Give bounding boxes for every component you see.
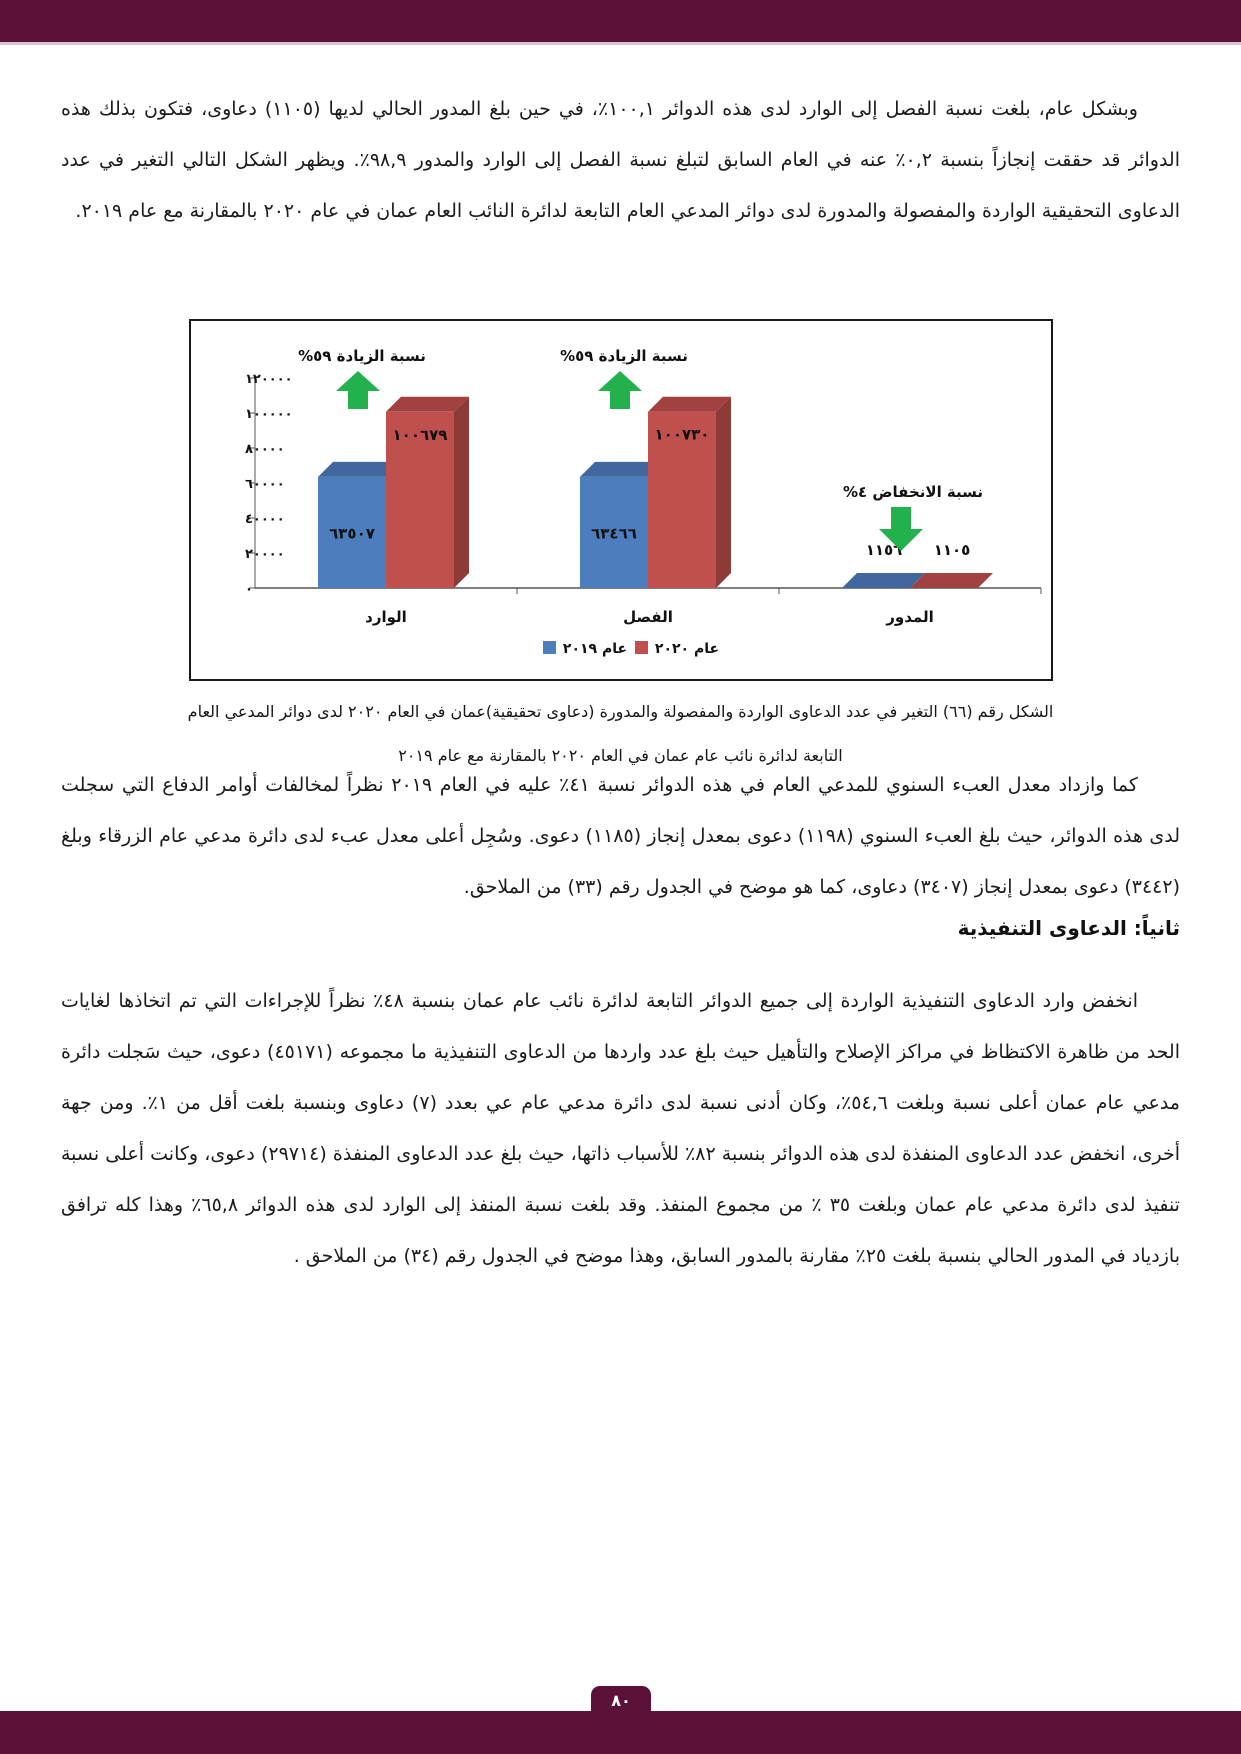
svg-text:١١٥٦: ١١٥٦ (866, 541, 903, 559)
svg-text:نسبة الزيادة ٥٩%: نسبة الزيادة ٥٩% (298, 347, 426, 365)
figure-chart-svg: ٠ ٢٠٠٠٠ ٤٠٠٠٠ ٦٠٠٠٠ ٨٠٠٠٠ ١٠٠٠٠٠ ١٢٠٠٠٠ الوارد ا… (245, 347, 1042, 657)
svg-text:٤٠٠٠٠: ٤٠٠٠٠ (245, 512, 285, 527)
figure-caption-line1: الشكل رقم (٦٦) التغير في عدد الدعاوى الو… (187, 702, 1054, 721)
header-bar (0, 0, 1241, 45)
figure-chart: ٠ ٢٠٠٠٠ ٤٠٠٠٠ ٦٠٠٠٠ ٨٠٠٠٠ ١٠٠٠٠٠ ١٢٠٠٠٠ الوارد ا… (189, 319, 1053, 681)
svg-text:نسبة الانخفاض ٤%: نسبة الانخفاض ٤% (843, 483, 983, 501)
svg-text:الوارد: الوارد (365, 608, 407, 626)
section-heading: ثانياً: الدعاوى التنفيذية (957, 916, 1180, 940)
figure-caption: الشكل رقم (٦٦) التغير في عدد الدعاوى الو… (80, 690, 1161, 778)
svg-text:المدور: المدور (885, 608, 933, 626)
svg-text:٠: ٠ (245, 582, 253, 597)
svg-text:٢٠٠٠٠: ٢٠٠٠٠ (245, 547, 285, 562)
svg-text:١٠٠٦٧٩: ١٠٠٦٧٩ (393, 426, 448, 444)
page-number: ٨٠ (611, 1691, 631, 1710)
svg-text:١٠٠٧٣٠: ١٠٠٧٣٠ (655, 426, 710, 444)
svg-text:٦٠٠٠٠: ٦٠٠٠٠ (245, 477, 285, 492)
svg-text:١٢٠٠٠٠: ١٢٠٠٠٠ (245, 372, 293, 387)
paragraph-workload: كما وازداد معدل العبء السنوي للمدعي العا… (61, 774, 1181, 898)
svg-text:٦٣٥٠٧: ٦٣٥٠٧ (329, 524, 375, 542)
svg-text:١١٠٥: ١١٠٥ (934, 541, 971, 559)
paragraph-overview: وبشكل عام، بلغت نسبة الفصل إلى الوارد لد… (61, 98, 1180, 222)
footer-bar (0, 1711, 1241, 1754)
svg-text:١٠٠٠٠٠: ١٠٠٠٠٠ (245, 407, 293, 422)
svg-text:٨٠٠٠٠: ٨٠٠٠٠ (245, 442, 285, 457)
svg-text:٦٣٤٦٦: ٦٣٤٦٦ (591, 524, 637, 542)
paragraph-executive: انخفض وارد الدعاوى التنفيذية الواردة إلى… (61, 990, 1181, 1267)
figure-caption-line2: التابعة لدائرة نائب عام عمان في العام ٢٠… (398, 746, 843, 765)
svg-text:نسبة الزيادة ٥٩%: نسبة الزيادة ٥٩% (560, 347, 688, 365)
page-number-tab: ٨٠ (591, 1686, 651, 1712)
svg-text:عام ٢٠٢٠: عام ٢٠٢٠ (655, 641, 719, 657)
svg-text:عام ٢٠١٩: عام ٢٠١٩ (563, 641, 627, 657)
svg-text:الفصل: الفصل (623, 608, 673, 626)
